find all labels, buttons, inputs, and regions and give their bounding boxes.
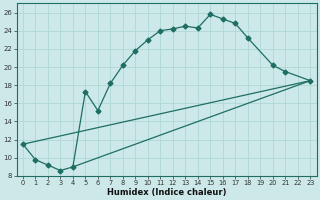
X-axis label: Humidex (Indice chaleur): Humidex (Indice chaleur) bbox=[107, 188, 226, 197]
